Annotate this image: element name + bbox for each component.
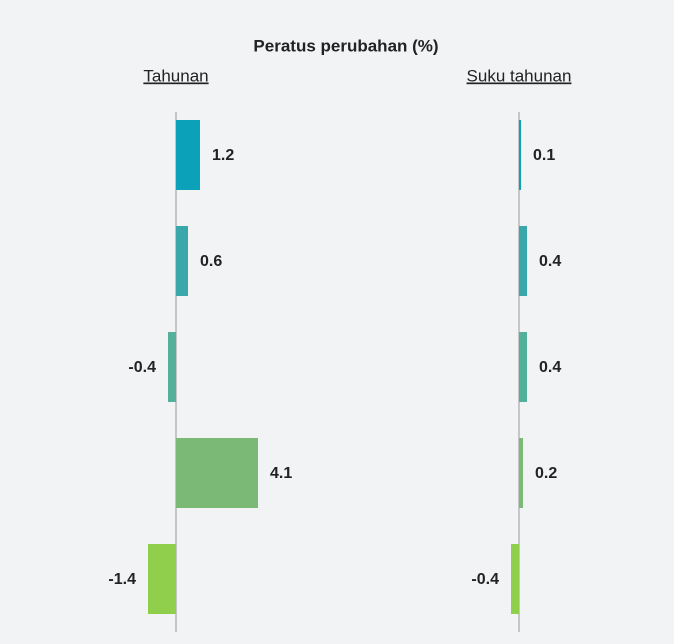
bar (511, 544, 519, 614)
bar (519, 226, 527, 296)
bar (519, 120, 521, 190)
value-label: -1.4 (108, 571, 136, 588)
value-label: -0.4 (128, 359, 156, 376)
value-label: 1.2 (212, 147, 234, 164)
value-label: 0.4 (539, 359, 561, 376)
bar (519, 438, 523, 508)
bar (176, 120, 200, 190)
value-label: 0.1 (533, 147, 555, 164)
bar (519, 332, 527, 402)
panel-subtitle: Tahunan (143, 66, 208, 85)
bar (176, 438, 258, 508)
bar (168, 332, 176, 402)
value-label: 0.2 (535, 465, 557, 482)
chart-title: Peratus perubahan (%) (253, 36, 438, 55)
value-label: 0.4 (539, 253, 561, 270)
value-label: 4.1 (270, 465, 292, 482)
bar (148, 544, 176, 614)
value-label: -0.4 (471, 571, 499, 588)
bar (176, 226, 188, 296)
value-label: 0.6 (200, 253, 222, 270)
panel-subtitle: Suku tahunan (467, 66, 572, 85)
